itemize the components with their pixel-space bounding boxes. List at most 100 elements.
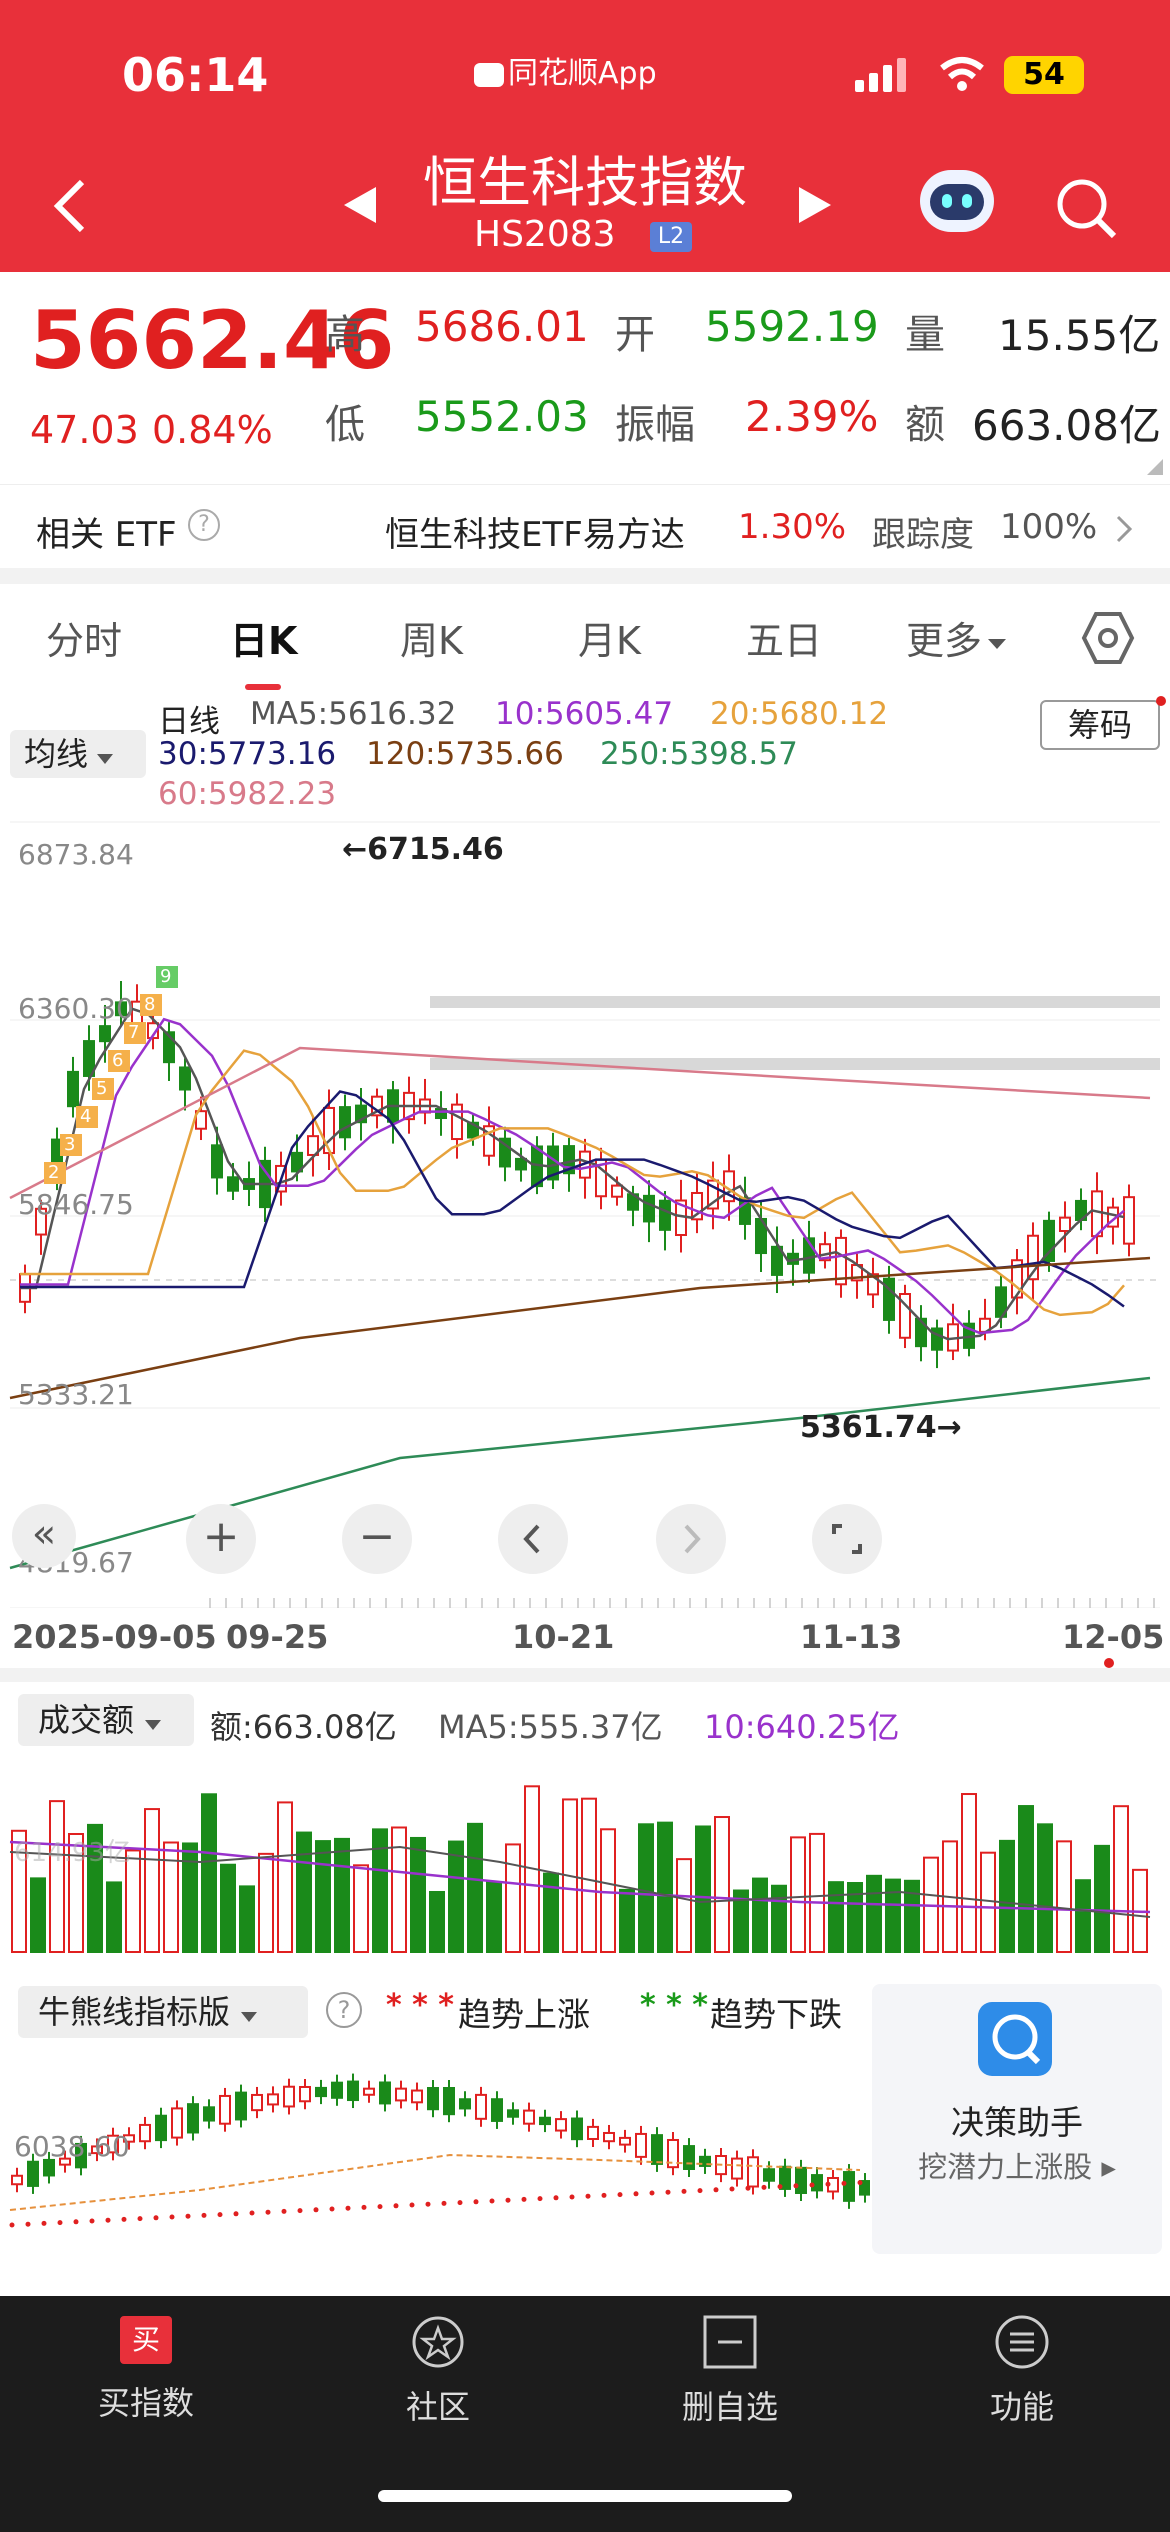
bb-dot [585, 2193, 591, 2199]
td-count-label: 7 [128, 1022, 139, 1043]
bb-dot [841, 2180, 847, 2186]
tab-weekly-k[interactable]: 周K [400, 619, 463, 663]
quote-panel: 5662.46 47.03 0.84% 高 5686.01 开 5592.19 … [0, 272, 1170, 482]
tab-daily-k[interactable]: 日K [230, 619, 298, 663]
volume-bar [657, 1821, 673, 1953]
ma20-value: 20:5680.12 [710, 696, 889, 732]
nav-community[interactable]: 社区 [292, 2296, 584, 2532]
page-title: 恒生科技指数 [423, 151, 747, 214]
volume-bar [847, 1882, 863, 1953]
date-tick-1: 09-25 [226, 1618, 329, 1656]
indicator-selector[interactable]: 牛熊线指标版 [18, 1986, 308, 2038]
settings-hexagon-icon[interactable] [1080, 610, 1136, 666]
bb-dot [393, 2203, 399, 2209]
min-price-label: 5361.74→ [800, 1410, 962, 1445]
open-value: 5592.19 [705, 302, 879, 351]
chips-button[interactable]: 筹码 [1040, 700, 1160, 750]
down-legend-label: 趋势下跌 [710, 1995, 842, 2034]
candle-body [643, 1194, 655, 1223]
bull-bear-chart[interactable] [0, 2040, 870, 2270]
bb-dot [121, 2216, 127, 2222]
next-index-icon[interactable] [795, 185, 835, 225]
nav-functions-label: 功能 [989, 2388, 1054, 2426]
volume-ma10-line [9, 1840, 1151, 1914]
volume-chart[interactable] [0, 1752, 1170, 1962]
bb-candle [331, 2081, 343, 2099]
candle-body [515, 1157, 527, 1171]
high-value: 5686.01 [415, 302, 589, 351]
scroll-left-icon[interactable] [498, 1504, 568, 1574]
candle-body [611, 1184, 623, 1198]
volume-bar [201, 1793, 217, 1954]
bb-candle [443, 2087, 455, 2116]
volume-bar [467, 1822, 483, 1954]
tab-five-day[interactable]: 五日 [746, 619, 823, 663]
bb-dot [377, 2204, 383, 2210]
search-icon[interactable] [1054, 176, 1118, 240]
td-count-label: 5 [96, 1078, 107, 1099]
volume-bar [714, 1816, 730, 1953]
bb-dot [169, 2214, 175, 2220]
nav-remove-label: 删自选 [681, 2388, 778, 2426]
candle-body [1059, 1216, 1071, 1232]
expand-corner-icon[interactable] [1145, 457, 1165, 477]
chevron-right-icon [1116, 515, 1133, 543]
back-icon[interactable] [50, 176, 90, 236]
scroll-right-icon[interactable] [656, 1504, 726, 1574]
robot-assistant-icon[interactable] [920, 170, 994, 232]
nav-buy-index[interactable]: 买 买指数 [0, 2296, 292, 2532]
help-icon[interactable]: ? [188, 509, 220, 541]
bb-dot [793, 2183, 799, 2189]
decision-assistant-card[interactable]: 决策助手 挖潜力上涨股 ▸ [872, 1984, 1162, 2254]
nav-remove-watchlist[interactable]: 删自选 [584, 2296, 876, 2532]
scroll-left-fast-icon[interactable]: « [12, 1504, 76, 1568]
volume-bar [1056, 1840, 1072, 1953]
volume-bar [258, 1852, 274, 1953]
indicator-help-icon[interactable]: ? [326, 1992, 362, 2028]
bb-dot [425, 2201, 431, 2207]
bb-candle [763, 2168, 775, 2182]
bb-dot [137, 2216, 143, 2222]
low-value: 5552.03 [415, 392, 589, 441]
bb-dot [233, 2211, 239, 2217]
tab-more[interactable]: 更多 [906, 610, 1008, 665]
bb-dot [265, 2209, 271, 2215]
bull-y-tick: 6038.60 [14, 2130, 130, 2163]
volume-selector[interactable]: 成交额 [18, 1694, 194, 1746]
candle-body [915, 1317, 927, 1348]
bb-candle [91, 2145, 103, 2155]
bb-dot [9, 2222, 15, 2228]
tab-intraday[interactable]: 分时 [46, 619, 123, 663]
bb-dot [57, 2220, 63, 2226]
candle-body [883, 1277, 895, 1321]
ma-legend: 均线 日线 MA5:5616.32 10:5605.47 20:5680.12 … [0, 694, 1170, 818]
bb-dot [665, 2189, 671, 2195]
menu-icon [995, 2315, 1049, 2369]
nav-functions[interactable]: 功能 [876, 2296, 1168, 2532]
prev-index-icon[interactable] [340, 185, 380, 225]
zoom-in-icon[interactable]: + [186, 1504, 256, 1574]
related-etf-row[interactable]: 相关 ETF ? 恒生科技ETF易方达 1.30% 跟踪度 100% [0, 484, 1170, 568]
td-count-badge [124, 1022, 146, 1044]
candle-body [227, 1176, 239, 1192]
volume-bar [1094, 1844, 1110, 1953]
tab-monthly-k[interactable]: 月K [578, 619, 641, 663]
bb-dot [649, 2190, 655, 2196]
bb-candle [507, 2109, 519, 2118]
ma-selector[interactable]: 均线 [10, 730, 146, 778]
fullscreen-icon[interactable] [812, 1504, 882, 1574]
candle-body [499, 1137, 511, 1168]
etf-name: 恒生科技ETF易方达 [385, 515, 685, 555]
td-count-badge [76, 1106, 98, 1128]
assistant-subtitle: 挖潜力上涨股 ▸ [918, 2150, 1116, 2184]
bb-dot [825, 2181, 831, 2187]
td-count-badge [44, 1162, 66, 1184]
zoom-out-icon[interactable]: − [342, 1504, 412, 1574]
ma120-value: 120:5735.66 [366, 736, 564, 772]
community-icon [412, 2316, 464, 2368]
bb-candle [123, 2134, 135, 2143]
bb-candle [811, 2174, 823, 2192]
notification-dot [1156, 696, 1166, 706]
bb-candle [523, 2109, 535, 2125]
